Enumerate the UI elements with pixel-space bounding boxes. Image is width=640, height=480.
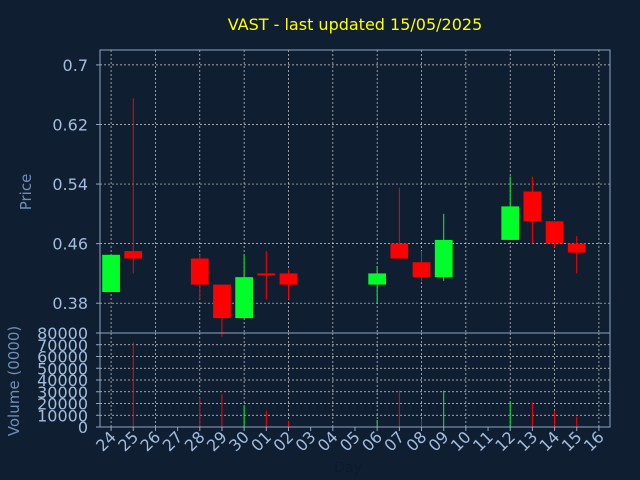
volume-axis-label: Volume (0000)	[5, 326, 23, 436]
volume-tick-label: 10000	[37, 406, 88, 425]
volume-bars	[132, 342, 578, 427]
candle-body	[523, 191, 542, 222]
price-axis-label: Price	[17, 174, 35, 211]
volume-tick-label: 30000	[37, 383, 88, 402]
candle-body	[213, 284, 231, 319]
volume-grid	[100, 332, 610, 428]
price-tick-label: 0.54	[52, 175, 88, 194]
price-tick-label: 0.7	[63, 56, 88, 75]
price-tick-label: 0.38	[52, 294, 88, 313]
price-candles	[102, 98, 586, 337]
x-tick-label: 16	[580, 427, 608, 455]
candle-body	[257, 273, 276, 276]
chart-title: VAST - last updated 15/05/2025	[228, 15, 483, 34]
candle-body	[412, 262, 431, 278]
candle-body	[368, 273, 387, 285]
candle-body	[279, 273, 298, 285]
candle-body	[190, 258, 209, 285]
price-tick-label: 0.62	[52, 115, 88, 134]
candle-body	[102, 254, 120, 293]
candle-body	[501, 206, 520, 240]
volume-tick-label: 40000	[37, 371, 88, 390]
candle-body	[567, 243, 586, 253]
candle-body	[124, 251, 143, 259]
candle-body	[235, 277, 253, 319]
x-axis-ticks: 2425262728293001020304050607080910111213…	[92, 427, 608, 455]
volume-axis-ticks: 8000070000600005000040000300002000010000…	[37, 324, 100, 437]
volume-tick-label: 70000	[37, 336, 88, 355]
price-tick-label: 0.46	[52, 235, 88, 254]
volume-tick-label: 50000	[37, 359, 88, 378]
price-axis-ticks: 0.7 0.62 0.54 0.46 0.38	[52, 56, 100, 313]
candle-body	[390, 243, 409, 259]
candle-body	[434, 239, 453, 278]
x-axis-label: Day	[334, 460, 362, 476]
volume-tick-label: 60000	[37, 348, 88, 367]
volume-tick-label: 0	[78, 418, 88, 437]
volume-tick-label: 80000	[37, 324, 88, 343]
volume-tick-label: 20000	[37, 395, 88, 414]
candle-body	[545, 221, 564, 244]
